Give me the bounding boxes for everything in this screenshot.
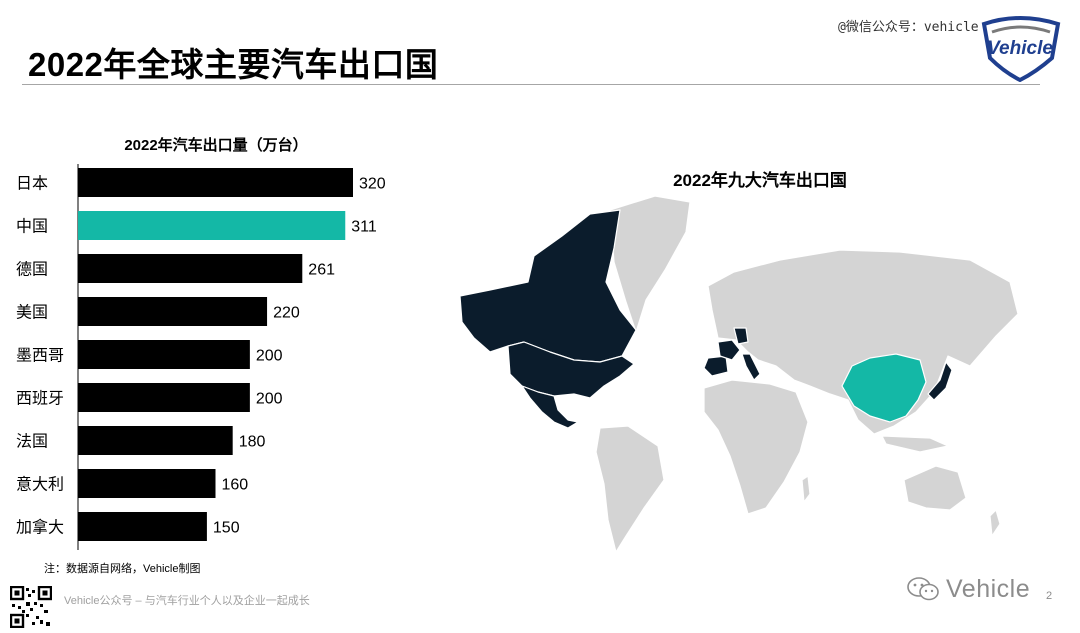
brand-mark: Vehicle	[906, 574, 1030, 604]
page-number: 2	[1046, 590, 1053, 602]
brand-text: Vehicle	[946, 574, 1031, 603]
footer-slogan: Vehicle公众号 – 与汽车行业个人以及企业一起成长	[64, 595, 310, 607]
base-continents	[595, 195, 1019, 553]
wechat-icon	[907, 577, 939, 601]
eurasia-shape	[707, 249, 1019, 435]
bar-0	[78, 168, 353, 197]
category-label-3: 美国	[16, 304, 48, 322]
france-shape	[717, 339, 741, 361]
export-countries-dark	[459, 209, 953, 429]
value-label-6: 180	[239, 434, 266, 451]
spain-shape	[703, 355, 729, 377]
value-label-4: 200	[256, 348, 283, 365]
germany-shape	[733, 327, 749, 345]
indonesia-shape	[881, 435, 949, 453]
bar-7	[78, 469, 216, 498]
category-label-0: 日本	[16, 175, 48, 193]
category-label-2: 德国	[16, 261, 48, 279]
greenland-shape	[609, 195, 691, 333]
category-label-5: 西班牙	[16, 390, 64, 408]
bar-3	[78, 297, 268, 326]
world-map	[459, 195, 1019, 553]
category-label-8: 加拿大	[16, 518, 64, 537]
south-america-shape	[595, 425, 665, 553]
footnote: 注：数据源自网络，Vehicle制图	[44, 563, 201, 575]
category-label-7: 意大利	[16, 475, 64, 494]
value-label-7: 160	[222, 477, 249, 494]
bar-2	[78, 254, 303, 283]
export-bar-chart: 日本 320 中国 311 德国 261 美国 220 墨西哥 200 西班牙 200 法国 180 意大利…	[16, 164, 386, 550]
page-title: 2022年全球主要汽车出口国	[28, 46, 439, 83]
category-label-6: 法国	[16, 433, 48, 451]
bar-8	[78, 512, 207, 541]
bar-6	[78, 426, 233, 455]
logo-text: Vehicle	[987, 38, 1053, 59]
africa-shape	[703, 379, 809, 515]
category-label-1: 中国	[16, 218, 48, 236]
value-label-2: 261	[308, 262, 335, 279]
map-title: 2022年九大汽车出口国	[673, 171, 847, 190]
value-label-8: 150	[213, 520, 240, 537]
value-label-1: 311	[351, 219, 377, 236]
canada-shape	[459, 209, 637, 363]
bar-1	[78, 211, 346, 240]
bar-chart-title: 2022年汽车出口量（万台）	[124, 137, 308, 154]
vehicle-logo: Vehicle	[981, 16, 1061, 82]
china-shape	[841, 353, 927, 423]
madagascar-shape	[801, 475, 811, 503]
category-label-4: 墨西哥	[16, 348, 64, 365]
value-label-5: 200	[256, 391, 283, 408]
new-zealand-shape	[989, 509, 1001, 537]
australia-shape	[903, 465, 967, 511]
mexico-shape	[521, 385, 579, 429]
bar-5	[78, 383, 250, 412]
watermark-text: @微信公众号：vehicle	[838, 20, 979, 35]
qr-code-icon	[10, 586, 52, 628]
japan-shape	[927, 361, 953, 401]
title-divider	[22, 84, 1040, 85]
value-label-3: 220	[273, 305, 300, 322]
value-label-0: 320	[359, 176, 386, 193]
bar-4	[78, 340, 250, 369]
italy-shape	[741, 353, 761, 381]
